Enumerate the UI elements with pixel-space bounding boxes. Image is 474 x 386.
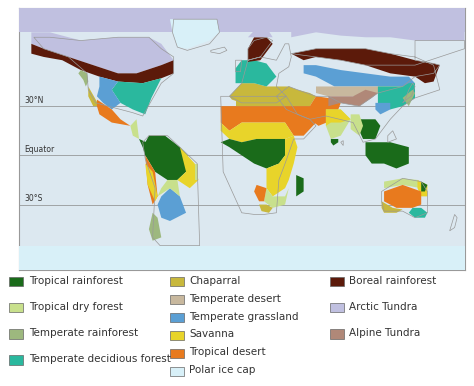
Polygon shape bbox=[19, 8, 465, 32]
FancyBboxPatch shape bbox=[9, 329, 23, 339]
FancyBboxPatch shape bbox=[170, 277, 183, 286]
FancyBboxPatch shape bbox=[330, 329, 344, 339]
Polygon shape bbox=[326, 110, 351, 126]
Polygon shape bbox=[145, 164, 157, 201]
Polygon shape bbox=[236, 96, 286, 106]
FancyBboxPatch shape bbox=[330, 277, 344, 286]
FancyBboxPatch shape bbox=[170, 295, 183, 304]
Polygon shape bbox=[286, 96, 341, 126]
Polygon shape bbox=[195, 164, 199, 180]
FancyBboxPatch shape bbox=[330, 303, 344, 313]
Polygon shape bbox=[145, 155, 157, 205]
Polygon shape bbox=[97, 100, 130, 126]
Polygon shape bbox=[259, 205, 273, 213]
Text: Chaparral: Chaparral bbox=[189, 276, 240, 286]
Polygon shape bbox=[229, 83, 286, 103]
Polygon shape bbox=[365, 142, 409, 168]
Polygon shape bbox=[130, 119, 145, 142]
Polygon shape bbox=[112, 78, 161, 114]
Polygon shape bbox=[328, 90, 378, 106]
Text: Temperate desert: Temperate desert bbox=[189, 294, 281, 303]
Polygon shape bbox=[291, 8, 465, 41]
Text: Arctic Tundra: Arctic Tundra bbox=[349, 302, 418, 312]
Text: Savanna: Savanna bbox=[189, 330, 234, 339]
Polygon shape bbox=[248, 27, 273, 37]
Polygon shape bbox=[375, 103, 390, 114]
FancyBboxPatch shape bbox=[9, 277, 23, 286]
Polygon shape bbox=[415, 60, 440, 83]
Text: Temperate rainforest: Temperate rainforest bbox=[29, 328, 138, 338]
Text: Equator: Equator bbox=[24, 145, 54, 154]
Polygon shape bbox=[304, 65, 415, 86]
FancyBboxPatch shape bbox=[170, 331, 183, 340]
Text: Boreal rainforest: Boreal rainforest bbox=[349, 276, 437, 286]
Polygon shape bbox=[378, 83, 415, 110]
Polygon shape bbox=[221, 139, 285, 168]
Polygon shape bbox=[384, 185, 421, 208]
Polygon shape bbox=[326, 110, 351, 139]
Polygon shape bbox=[19, 245, 465, 270]
Polygon shape bbox=[351, 114, 363, 136]
Polygon shape bbox=[31, 44, 173, 83]
Polygon shape bbox=[78, 70, 88, 86]
Polygon shape bbox=[418, 180, 428, 196]
Text: Temperate grassland: Temperate grassland bbox=[189, 312, 299, 322]
Polygon shape bbox=[177, 147, 199, 188]
Polygon shape bbox=[31, 32, 173, 73]
Polygon shape bbox=[236, 60, 276, 86]
Polygon shape bbox=[157, 180, 180, 196]
Polygon shape bbox=[276, 86, 316, 106]
Polygon shape bbox=[248, 37, 273, 62]
FancyBboxPatch shape bbox=[170, 349, 183, 358]
Polygon shape bbox=[88, 86, 100, 106]
Polygon shape bbox=[409, 208, 428, 218]
Polygon shape bbox=[221, 123, 294, 142]
FancyBboxPatch shape bbox=[9, 355, 23, 364]
Polygon shape bbox=[157, 188, 186, 221]
Text: 30°N: 30°N bbox=[24, 95, 43, 105]
Text: Alpine Tundra: Alpine Tundra bbox=[349, 328, 420, 338]
Polygon shape bbox=[384, 178, 425, 188]
Polygon shape bbox=[402, 90, 415, 106]
Polygon shape bbox=[221, 106, 316, 136]
Text: Tropical rainforest: Tropical rainforest bbox=[29, 276, 123, 286]
Polygon shape bbox=[316, 86, 409, 96]
FancyBboxPatch shape bbox=[9, 303, 23, 313]
Polygon shape bbox=[421, 182, 428, 191]
Text: 30°S: 30°S bbox=[24, 194, 42, 203]
Text: Temperate decidious forest: Temperate decidious forest bbox=[29, 354, 171, 364]
Text: Polar ice cap: Polar ice cap bbox=[189, 366, 255, 375]
Polygon shape bbox=[149, 213, 161, 241]
Polygon shape bbox=[266, 136, 298, 196]
Polygon shape bbox=[97, 76, 120, 110]
Text: Tropical desert: Tropical desert bbox=[189, 347, 266, 357]
Polygon shape bbox=[139, 139, 149, 147]
FancyBboxPatch shape bbox=[170, 313, 183, 322]
FancyBboxPatch shape bbox=[170, 367, 183, 376]
Polygon shape bbox=[359, 119, 380, 139]
Polygon shape bbox=[170, 19, 219, 49]
Polygon shape bbox=[143, 136, 187, 180]
Polygon shape bbox=[382, 201, 402, 213]
Polygon shape bbox=[254, 185, 266, 201]
Polygon shape bbox=[296, 175, 304, 196]
Polygon shape bbox=[264, 188, 289, 208]
Text: Tropical dry forest: Tropical dry forest bbox=[29, 302, 123, 312]
Polygon shape bbox=[331, 139, 338, 146]
Polygon shape bbox=[149, 136, 167, 147]
Polygon shape bbox=[291, 49, 428, 76]
